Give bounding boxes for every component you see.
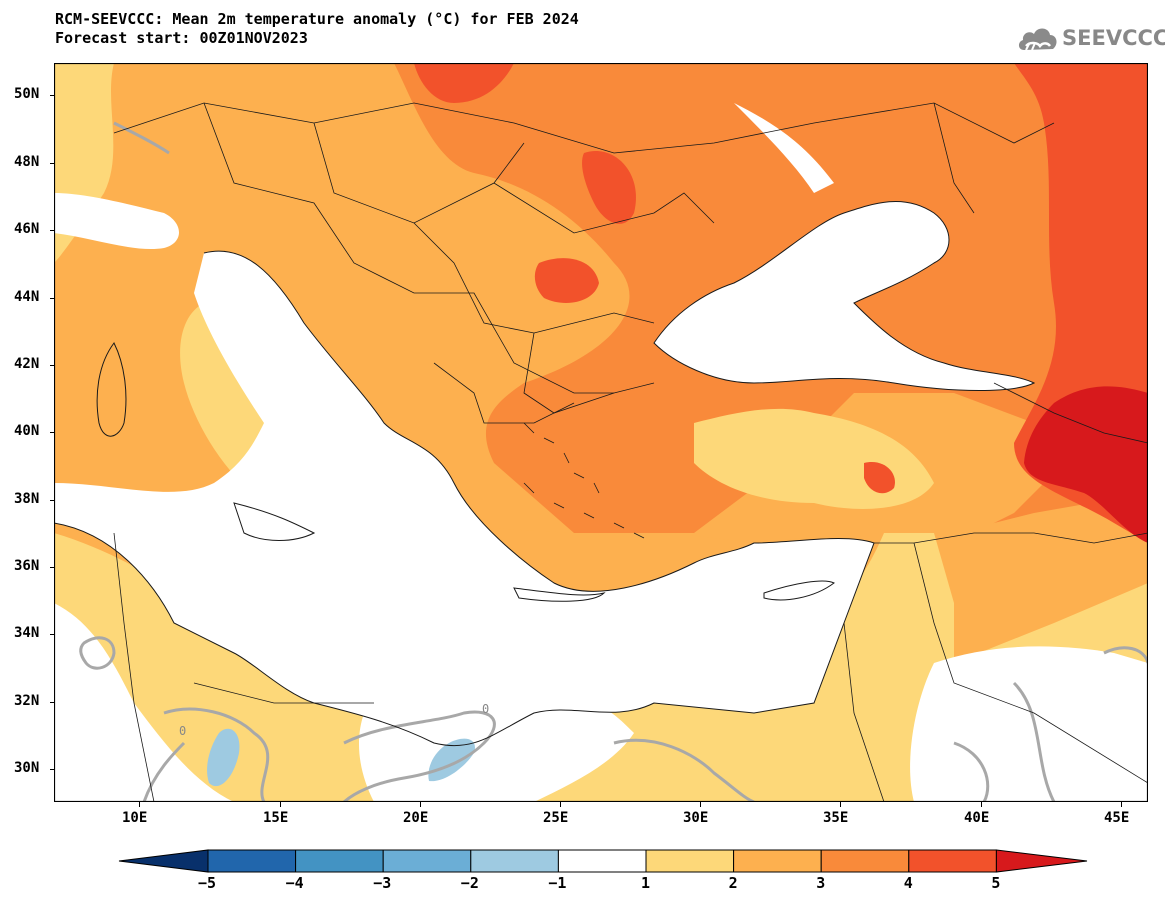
latitude-label: 38N — [14, 491, 40, 507]
logo-text: SEEVCCC — [1062, 26, 1165, 50]
latitude-label: 32N — [14, 693, 40, 709]
colorbar-label: 4 — [903, 874, 913, 892]
latitude-label: 44N — [14, 289, 40, 305]
longitude-label: 20E — [403, 810, 429, 826]
colorbar-label: −4 — [285, 874, 304, 892]
latitude-label: 40N — [14, 423, 40, 439]
latitude-label: 48N — [14, 154, 40, 170]
longitude-tick — [1121, 802, 1122, 807]
latitude-tick — [50, 298, 55, 299]
contour-label: 0 — [482, 702, 489, 716]
colorbar-segment — [382, 849, 472, 873]
seevccc-logo: SEEVCCC — [1016, 22, 1165, 56]
longitude-tick — [139, 802, 140, 807]
anomaly-map: 0 0 — [54, 63, 1148, 802]
latitude-tick — [50, 365, 55, 366]
colorbar-label: −1 — [548, 874, 567, 892]
latitude-label: 30N — [14, 760, 40, 776]
longitude-tick — [560, 802, 561, 807]
country-borders — [113, 102, 1148, 802]
longitude-label: 30E — [683, 810, 709, 826]
colorbar-label: 1 — [641, 874, 651, 892]
colorbar-label: −3 — [373, 874, 392, 892]
zero-contours — [79, 121, 1148, 802]
contour-label: 0 — [179, 724, 186, 738]
longitude-label: 40E — [964, 810, 990, 826]
latitude-tick — [50, 702, 55, 703]
black-sea — [654, 201, 1034, 391]
colorbar-segment — [207, 849, 297, 873]
longitude-label: 45E — [1104, 810, 1130, 826]
ukraine-blank-streak — [734, 103, 834, 193]
alps-blank — [54, 193, 179, 250]
latitude-label: 34N — [14, 625, 40, 641]
latitude-label: 42N — [14, 356, 40, 372]
colorbar-segment — [470, 849, 559, 873]
latitude-tick — [50, 432, 55, 433]
latitude-label: 36N — [14, 558, 40, 574]
longitude-label: 35E — [823, 810, 849, 826]
aegean-islands — [523, 422, 645, 539]
anomaly-field-4-5-ukraine — [582, 151, 636, 224]
anomaly-field-1-2-south — [54, 533, 1148, 802]
longitude-tick — [840, 802, 841, 807]
longitude-tick — [420, 802, 421, 807]
latitude-tick — [50, 500, 55, 501]
anomaly-field-4-5-north — [414, 63, 514, 103]
latitude-tick — [50, 567, 55, 568]
latitude-label: 50N — [14, 86, 40, 102]
longitude-tick — [280, 802, 281, 807]
colorbar-label: 3 — [816, 874, 826, 892]
longitude-label: 10E — [122, 810, 148, 826]
anomaly-field-4-5-romania — [534, 258, 599, 303]
colorbar-label: 5 — [991, 874, 1001, 892]
anomaly-field-4-5-turkey — [864, 462, 895, 494]
longitude-label: 25E — [543, 810, 569, 826]
arabia-blank — [910, 646, 1148, 802]
anomaly-field-gt5 — [1024, 386, 1148, 543]
anomaly-field-neg1-neg2-libya — [207, 728, 240, 787]
latitude-tick — [50, 769, 55, 770]
colorbar-label: −5 — [198, 874, 217, 892]
colorbar-label: −2 — [460, 874, 479, 892]
sahara-blank-west — [54, 603, 234, 802]
colorbar-segment — [295, 849, 384, 873]
colorbar-extend-low — [118, 849, 209, 873]
longitude-tick — [981, 802, 982, 807]
colorbar-segment — [820, 849, 910, 873]
latitude-tick — [50, 230, 55, 231]
map-title-line-2: Forecast start: 00Z01NOV2023 — [55, 29, 308, 47]
colorbar-segment — [733, 849, 822, 873]
latitude-tick — [50, 634, 55, 635]
longitude-label: 15E — [263, 810, 289, 826]
colorbar-extend-high — [995, 849, 1088, 873]
colorbar-label: 2 — [728, 874, 738, 892]
map-title-line-1: RCM-SEEVCCC: Mean 2m temperature anomaly… — [55, 10, 579, 28]
latitude-label: 46N — [14, 221, 40, 237]
colorbar-segment — [645, 849, 735, 873]
colorbar-segment — [557, 849, 647, 873]
colorbar — [118, 849, 1088, 873]
mediterranean-sea — [54, 251, 874, 746]
cloud-icon — [1018, 28, 1057, 51]
latitude-tick — [50, 95, 55, 96]
latitude-tick — [50, 163, 55, 164]
longitude-tick — [700, 802, 701, 807]
colorbar-segment — [908, 849, 997, 873]
